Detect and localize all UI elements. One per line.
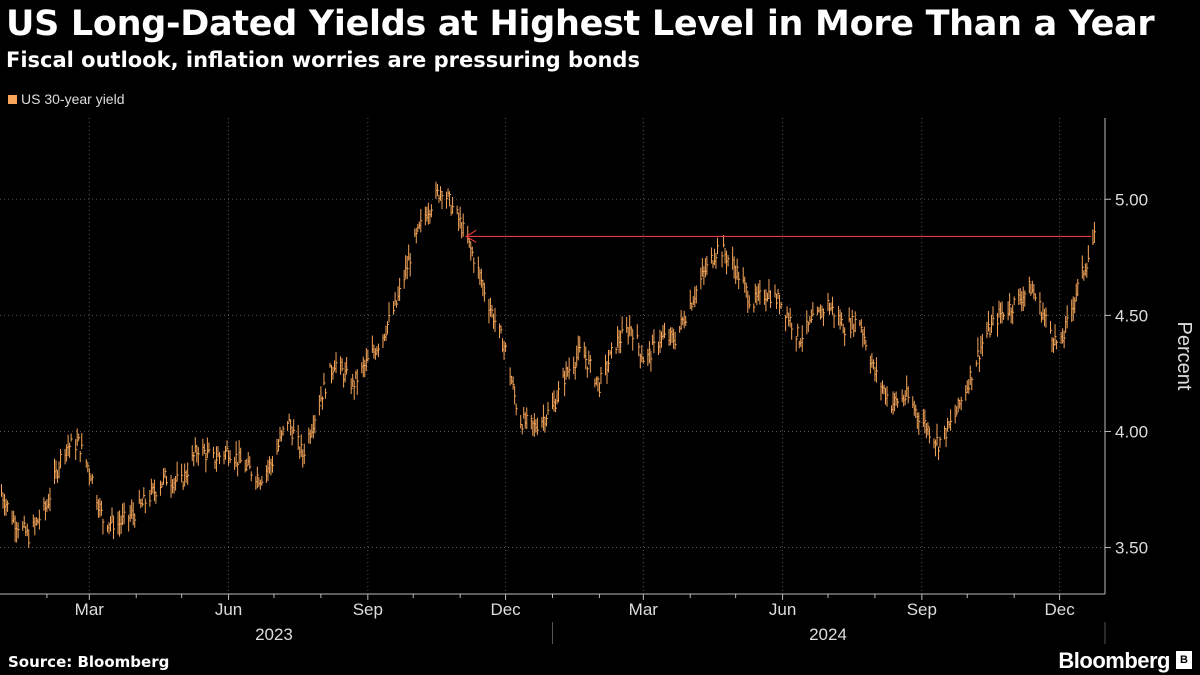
chart-title: US Long-Dated Yields at Highest Level in… [6, 4, 1155, 44]
year-label: 2023 [255, 625, 293, 644]
x-tick-label: Jun [769, 600, 796, 619]
x-tick-label: Dec [490, 600, 521, 619]
y-tick-label: 5.00 [1115, 190, 1148, 209]
annotation-arrow-head [464, 229, 477, 243]
legend-label: US 30-year yield [21, 91, 125, 107]
chart-subtitle: Fiscal outlook, inflation worries are pr… [6, 48, 640, 72]
x-tick-label: Jun [215, 600, 242, 619]
y-tick-label: 3.50 [1115, 539, 1148, 558]
x-tick-label: Sep [907, 600, 937, 619]
chart-legend: US 30-year yield [8, 91, 125, 107]
series-yield-bars [1, 181, 1096, 548]
year-label: 2024 [809, 625, 847, 644]
source-note: Source: Bloomberg [8, 653, 170, 671]
legend-swatch-icon [8, 94, 17, 104]
x-tick-label: Dec [1044, 600, 1075, 619]
bloomberg-news-icon: B [1176, 651, 1192, 669]
x-tick-label: Mar [629, 600, 659, 619]
y-tick-label: 4.50 [1115, 306, 1148, 325]
y-axis-label: Percent [1173, 322, 1195, 391]
bloomberg-logo: Bloomberg [1058, 648, 1170, 673]
x-tick-label: Sep [353, 600, 383, 619]
y-tick-label: 4.00 [1115, 422, 1148, 441]
x-tick-label: Mar [75, 600, 105, 619]
